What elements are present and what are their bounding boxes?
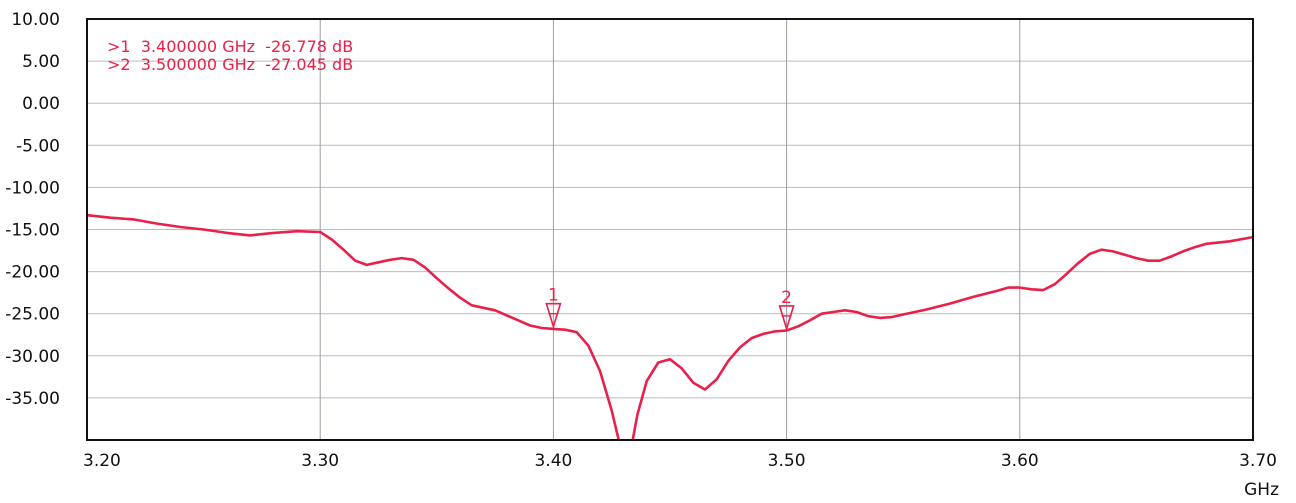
x-tick-label: 3.30: [301, 451, 339, 471]
y-tick-label: -15.00: [5, 221, 60, 241]
grid-lines: [87, 19, 1253, 440]
y-tick-label: -20.00: [5, 263, 60, 283]
plot-frame: [86, 18, 1254, 441]
marker-1: 1: [545, 286, 562, 330]
marker-triangle: [545, 302, 562, 330]
y-tick-label: -25.00: [5, 305, 60, 325]
x-tick-label: 3.70: [1239, 451, 1277, 471]
marker-readout-line: >2 3.500000 GHz -27.045 dB: [107, 55, 353, 74]
series-layer: [87, 213, 1253, 440]
marker-number: 2: [781, 288, 792, 308]
x-tick-label: 3.50: [768, 451, 806, 471]
marker-triangle: [778, 305, 795, 332]
x-tick-label: 3.20: [83, 451, 121, 471]
y-tick-label: -35.00: [5, 389, 60, 409]
marker-2: 2: [778, 288, 795, 332]
y-tick-label: -5.00: [16, 136, 60, 156]
y-tick-label: 0.00: [22, 94, 60, 114]
y-tick-label: 5.00: [22, 52, 60, 72]
marker-readout: >1 3.400000 GHz -26.778 dB>2 3.500000 GH…: [107, 37, 353, 74]
y-tick-label: -30.00: [5, 347, 60, 367]
x-tick-label: 3.40: [534, 451, 572, 471]
marker-readout-line: >1 3.400000 GHz -26.778 dB: [107, 37, 353, 56]
x-axis-unit-label: GHz: [1244, 480, 1279, 500]
tick-labels: 10.00 5.00 0.00 -5.00 -10.00 -15.00 -20.00 -25.…: [5, 10, 1277, 471]
y-tick-label: 10.00: [11, 10, 60, 30]
marker-number: 1: [548, 286, 559, 306]
x-tick-label: 3.60: [1001, 451, 1039, 471]
series-line: [87, 213, 1253, 440]
y-tick-label: -10.00: [5, 178, 60, 198]
